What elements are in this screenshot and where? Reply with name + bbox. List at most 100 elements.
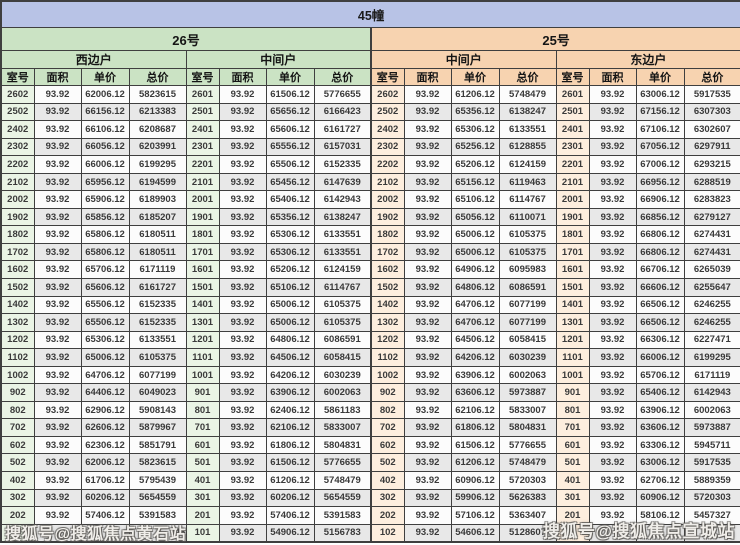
area-cell: 93.92 xyxy=(218,383,267,402)
table-row: 1302 93.92 65506.12 6152335 1301 93.92 65006.1… xyxy=(0,313,740,332)
total-price-cell: 6030239 xyxy=(498,348,557,367)
unit-price-cell: 65356.12 xyxy=(265,207,315,227)
unit-price-cell: 57406.12 xyxy=(80,506,130,525)
total-price-cell: 6133551 xyxy=(498,120,557,139)
unit-price-cell: 61206.12 xyxy=(450,453,500,473)
unit-price-cell: 65406.12 xyxy=(265,190,315,209)
unit-price-cell: 62306.12 xyxy=(80,435,130,455)
total-price-cell: 5776655 xyxy=(313,85,372,104)
area-cell: 93.92 xyxy=(218,488,267,508)
room-cell: 1302 xyxy=(0,313,35,332)
total-price-cell: 6180511 xyxy=(128,225,187,244)
area-cell: 93.92 xyxy=(33,155,82,174)
total-price-cell: 6246255 xyxy=(683,295,740,315)
total-price-cell: 6279127 xyxy=(683,207,740,227)
room-cell: 1502 xyxy=(370,278,405,297)
table-row: 1502 93.92 65606.12 6161727 1501 93.92 65106.1… xyxy=(0,278,740,297)
room-cell: 601 xyxy=(555,435,590,455)
total-price-cell: 5833007 xyxy=(313,418,372,437)
unit-price-cell: 54606.12 xyxy=(450,523,500,543)
room-cell: 2201 xyxy=(185,155,220,174)
area-cell: 93.92 xyxy=(588,190,637,209)
total-price-cell: 6049023 xyxy=(128,383,187,402)
unit-header-east: 东边户 xyxy=(555,50,740,69)
unit-price-cell: 62706.12 xyxy=(635,471,685,490)
unit-price-cell: 57406.12 xyxy=(265,506,315,525)
table-row: 1702 93.92 65806.12 6180511 1701 93.92 65306.1… xyxy=(0,242,740,262)
area-cell: 93.92 xyxy=(218,242,267,262)
area-cell: 93.92 xyxy=(403,313,452,332)
area-cell: 93.92 xyxy=(33,85,82,104)
area-cell: 93.92 xyxy=(33,365,82,385)
table-row: 702 93.92 62606.12 5879967 701 93.92 62106.12 5… xyxy=(0,418,740,437)
area-cell: 93.92 xyxy=(33,330,82,350)
room-cell: 1601 xyxy=(555,260,590,280)
unit-price-cell: 63606.12 xyxy=(450,383,500,402)
room-cell: 1101 xyxy=(185,348,220,367)
total-price-cell: 5748479 xyxy=(498,85,557,104)
room-cell: 401 xyxy=(185,471,220,490)
area-cell: 93.92 xyxy=(588,85,637,104)
unit-price-cell: 63906.12 xyxy=(265,383,315,402)
total-price-cell: 6030239 xyxy=(313,365,372,385)
total-price-cell: 6152335 xyxy=(128,295,187,315)
unit-price-cell: 61206.12 xyxy=(450,85,500,104)
room-cell: 402 xyxy=(0,471,35,490)
unit-price-cell: 66006.12 xyxy=(80,155,130,174)
room-cell: 501 xyxy=(185,453,220,473)
total-price-cell: 6171119 xyxy=(683,365,740,385)
room-cell: 2402 xyxy=(0,120,35,139)
room-cell: 2502 xyxy=(370,102,405,122)
total-price-cell: 6124159 xyxy=(498,155,557,174)
table-row: 502 93.92 62006.12 5823615 501 93.92 61506.12 5… xyxy=(0,453,740,473)
unit-price-cell: 66806.12 xyxy=(635,225,685,244)
unit-price-cell: 64506.12 xyxy=(450,330,500,350)
table-row: 2302 93.92 66056.12 6203991 2301 93.92 65556.1… xyxy=(0,137,740,157)
area-cell: 93.92 xyxy=(403,225,452,244)
room-cell: 1402 xyxy=(0,295,35,315)
area-cell: 93.92 xyxy=(588,172,637,192)
unit-price-cell: 64206.12 xyxy=(265,365,315,385)
room-cell: 801 xyxy=(555,400,590,420)
area-cell: 93.92 xyxy=(403,506,452,525)
area-cell: 93.92 xyxy=(403,365,452,385)
unit-price-cell: 57106.12 xyxy=(450,506,500,525)
total-price-cell: 6133551 xyxy=(313,242,372,262)
area-cell: 93.92 xyxy=(403,383,452,402)
table-row: 2402 93.92 66106.12 6208687 2401 93.92 65606.1… xyxy=(0,120,740,139)
room-cell: 1102 xyxy=(0,348,35,367)
total-price-cell: 6297911 xyxy=(683,137,740,157)
area-cell: 93.92 xyxy=(403,453,452,473)
room-cell: 1801 xyxy=(185,225,220,244)
table-row: 2102 93.92 65956.12 6194599 2101 93.92 65456.1… xyxy=(0,172,740,192)
room-cell: 1301 xyxy=(555,313,590,332)
room-cell: 1002 xyxy=(370,365,405,385)
unit-price-cell: 65606.12 xyxy=(80,278,130,297)
unit-price-cell: 61806.12 xyxy=(450,418,500,437)
total-price-cell: 6189903 xyxy=(128,190,187,209)
table-row: 1802 93.92 65806.12 6180511 1801 93.92 65306.1… xyxy=(0,225,740,244)
table-row: 602 93.92 62306.12 5851791 601 93.92 61806.12 5… xyxy=(0,435,740,455)
table-body: 2602 93.92 62006.12 5823615 2601 93.92 61506.1… xyxy=(0,85,740,543)
room-cell: 2601 xyxy=(185,85,220,104)
room-cell: 1402 xyxy=(370,295,405,315)
unit-header-row: 西边户 中间户 中间户 东边户 xyxy=(0,50,740,69)
unit-price-cell: 64406.12 xyxy=(80,383,130,402)
area-cell: 93.92 xyxy=(33,242,82,262)
room-cell: 902 xyxy=(0,383,35,402)
area-cell: 93.92 xyxy=(218,102,267,122)
table-row: 2002 93.92 65906.12 6189903 2001 93.92 65406.1… xyxy=(0,190,740,209)
unit-price-cell: 65406.12 xyxy=(635,383,685,402)
room-cell: 201 xyxy=(555,506,590,525)
unit-price-cell: 61506.12 xyxy=(265,85,315,104)
unit-price-cell: 62106.12 xyxy=(450,400,500,420)
unit-price-cell: 66856.12 xyxy=(635,207,685,227)
unit-price-cell: 61506.12 xyxy=(450,435,500,455)
total-price-cell: 5823615 xyxy=(128,453,187,473)
total-price-cell: 6133551 xyxy=(313,225,372,244)
room-cell: 602 xyxy=(0,435,35,455)
area-cell: 93.92 xyxy=(588,506,637,525)
total-price-cell: 6199295 xyxy=(683,348,740,367)
total-price-cell: 6086591 xyxy=(313,330,372,350)
